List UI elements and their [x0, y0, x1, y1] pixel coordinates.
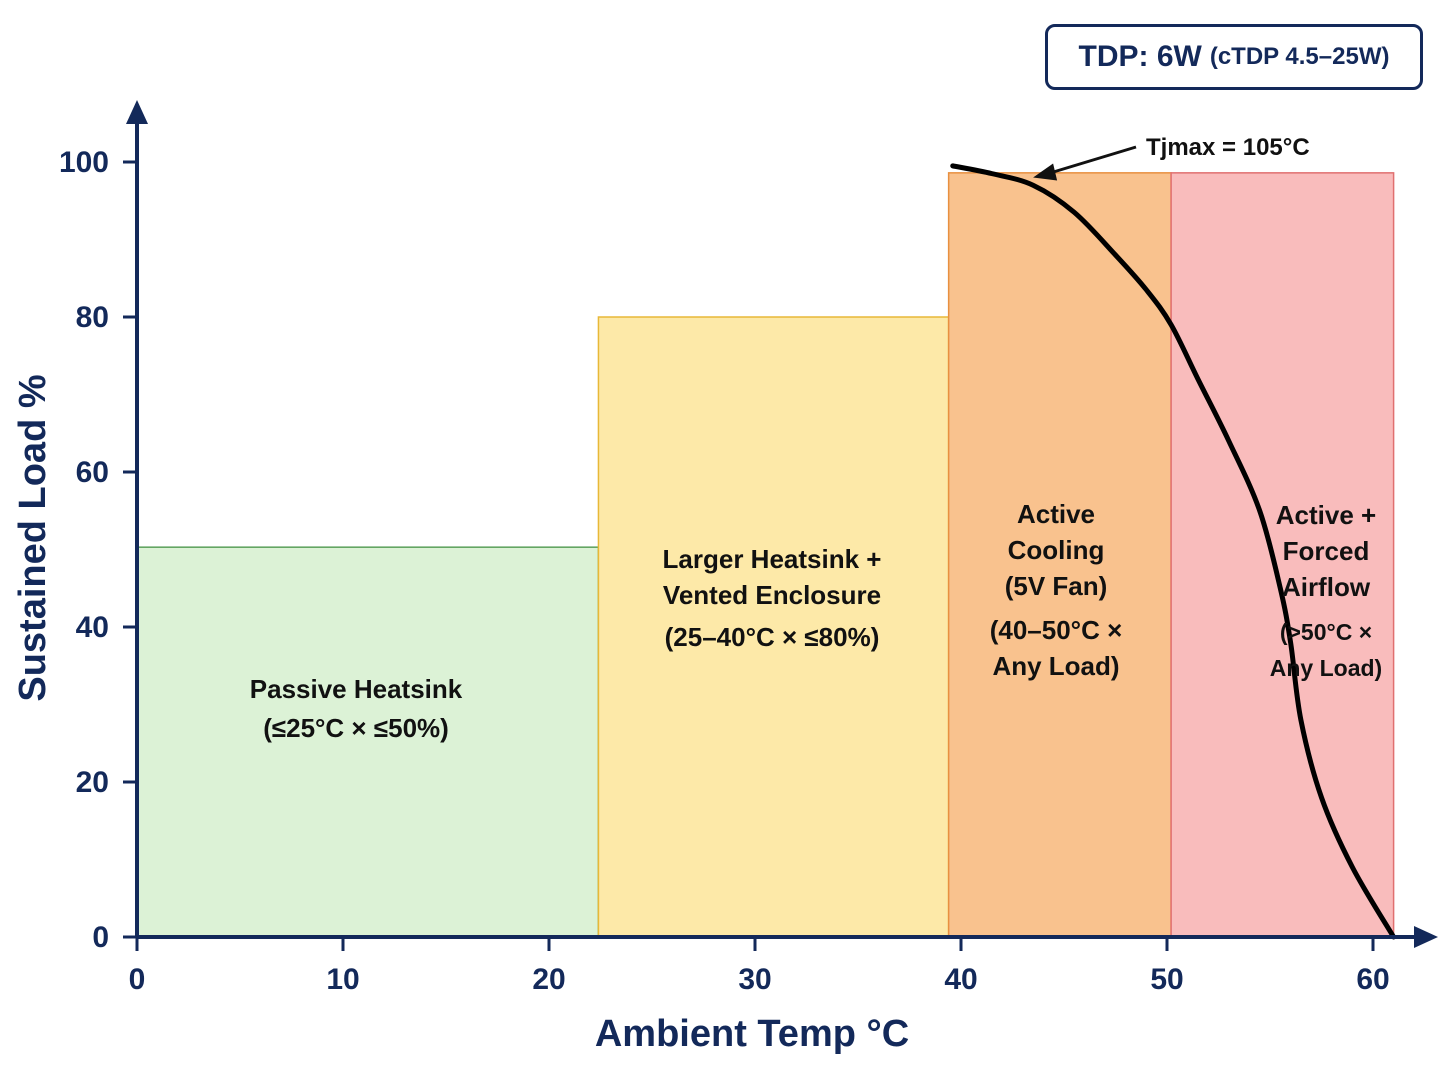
x-tick-label-30: 30	[738, 963, 771, 996]
y-tick-label-100: 100	[59, 146, 109, 179]
zone-label-2-line-1: Larger Heatsink +	[663, 544, 882, 574]
x-axis-title: Ambient Temp °C	[595, 1013, 909, 1055]
x-tick-label-10: 10	[326, 963, 359, 996]
annotation-arrow-head	[1033, 163, 1058, 181]
zone-label-1-line-2: (≤25°C × ≤50%)	[263, 713, 449, 743]
zone-label-4-line-2: Forced	[1283, 536, 1370, 566]
zone-label-3-line-2: Cooling	[1008, 535, 1105, 565]
zone-label-3-line-1: Active	[1017, 499, 1095, 529]
zone-3	[947, 172, 1172, 938]
y-tick-label-20: 20	[76, 766, 109, 799]
tdp-badge: TDP: 6W (cTDP 4.5–25W)	[1045, 24, 1423, 90]
tdp-sub-text: (cTDP 4.5–25W)	[1209, 43, 1390, 70]
x-axis-arrow	[1414, 926, 1438, 948]
zone-label-3-line-3: (5V Fan)	[1005, 571, 1108, 601]
zone-label-4-line-4: (>50°C ×	[1280, 619, 1372, 645]
annotation-arrow-line	[1044, 145, 1137, 176]
curve-layer	[950, 163, 1397, 940]
zone-label-4-line-5: Any Load)	[1270, 655, 1382, 681]
x-tick-label-40: 40	[944, 963, 977, 996]
tdp-main-text: TDP: 6W	[1078, 40, 1202, 73]
axes-layer: 0 20 40 60 80 100 0 10 20 30 40 50 60 Ambient Temp °C…	[12, 100, 1438, 1055]
y-tick-label-40: 40	[76, 611, 109, 644]
zone-1	[136, 546, 600, 938]
zone-label-4-line-3: Airflow	[1282, 572, 1371, 602]
x-tick-label-0: 0	[129, 963, 146, 996]
annotation-text: Tjmax = 105°C	[1146, 134, 1310, 161]
labels-layer: Passive Heatsink (≤25°C × ≤50%) Larger Hea…	[250, 134, 1382, 743]
x-tick-label-60: 60	[1356, 963, 1389, 996]
zone-label-3-line-5: Any Load)	[992, 651, 1119, 681]
x-tick-label-20: 20	[532, 963, 565, 996]
y-tick-label-60: 60	[76, 456, 109, 489]
zone-4	[1170, 172, 1395, 938]
y-axis-arrow	[126, 100, 148, 124]
zone-label-2-line-2: Vented Enclosure	[663, 580, 881, 610]
zone-label-4-line-1: Active +	[1276, 500, 1376, 530]
zone-label-3-line-4: (40–50°C ×	[990, 615, 1123, 645]
y-axis-title: Sustained Load %	[12, 374, 54, 701]
y-tick-label-80: 80	[76, 301, 109, 334]
x-tick-label-50: 50	[1150, 963, 1183, 996]
zone-label-1-line-1: Passive Heatsink	[250, 674, 463, 704]
zone-label-2-line-3: (25–40°C × ≤80%)	[665, 622, 880, 652]
zones-layer	[136, 172, 1395, 938]
tjmax-curve	[950, 163, 1397, 940]
y-tick-label-0: 0	[92, 921, 109, 954]
zone-2	[597, 316, 950, 938]
